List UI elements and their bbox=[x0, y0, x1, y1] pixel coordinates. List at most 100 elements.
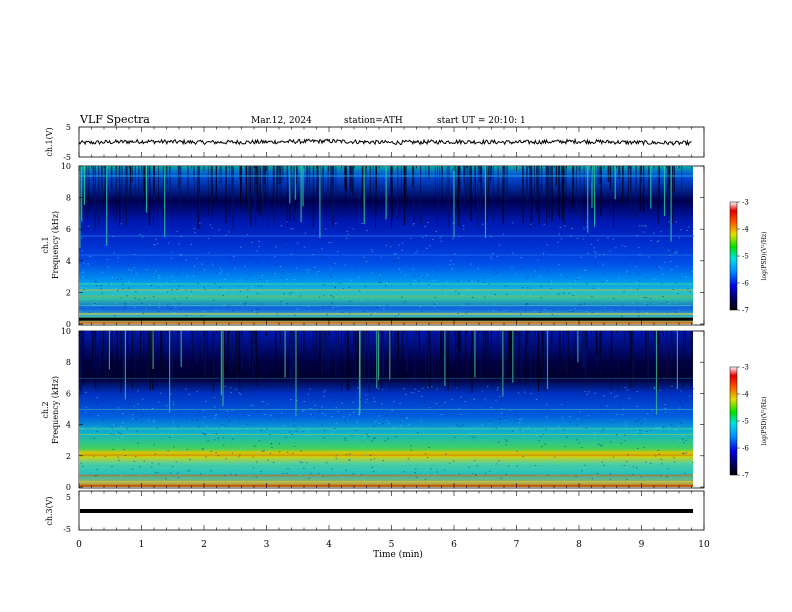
spectrogram-speckle bbox=[314, 404, 316, 406]
spectrogram-speckle bbox=[636, 406, 638, 407]
spectrogram-speckle bbox=[279, 287, 281, 288]
spectrogram-speckle bbox=[462, 225, 465, 227]
spectrogram-speckle bbox=[162, 455, 164, 457]
freq-tick-label: 6 bbox=[66, 389, 71, 398]
spectrogram-speckle bbox=[136, 430, 138, 432]
spectrogram-speckle bbox=[82, 276, 84, 278]
spectrogram-speckle bbox=[524, 256, 526, 258]
spectrogram-speckle bbox=[255, 233, 257, 235]
spectrogram-speckle bbox=[119, 433, 122, 435]
spectrogram-speckle bbox=[169, 472, 172, 474]
spectrogram-speckle bbox=[178, 414, 180, 416]
spectrogram-speckle bbox=[324, 389, 326, 391]
spectrogram-speckle bbox=[194, 465, 196, 467]
spectrogram-speckle bbox=[680, 253, 682, 255]
spectrogram-speckle bbox=[287, 468, 289, 470]
spectrogram-speckle bbox=[231, 293, 233, 295]
spectrogram-speckle bbox=[296, 242, 299, 244]
spectrogram-speckle bbox=[586, 222, 588, 224]
spectrogram-speckle bbox=[423, 402, 426, 403]
spectrogram-speckle bbox=[453, 460, 455, 462]
spectrogram-speckle bbox=[314, 225, 316, 227]
spectrogram-speckle bbox=[276, 394, 279, 395]
spectrogram-speckle bbox=[188, 394, 190, 396]
spectrogram-speckle bbox=[622, 414, 624, 416]
spectrogram-speckle bbox=[588, 312, 590, 314]
freq-tick-label: 4 bbox=[66, 257, 71, 266]
spectrogram-speckle bbox=[529, 223, 532, 225]
spectrogram-speckle bbox=[225, 250, 227, 252]
spectrogram-speckle bbox=[269, 419, 271, 421]
spectrogram-speckle bbox=[464, 230, 467, 231]
spectrogram-speckle bbox=[303, 467, 305, 469]
spectrogram-speckle bbox=[502, 233, 505, 235]
spectrogram-speckle bbox=[255, 308, 258, 310]
spectrogram-speckle bbox=[274, 415, 277, 417]
spectrogram-speckle bbox=[310, 293, 313, 294]
spectrogram-speckle bbox=[686, 230, 688, 231]
spectrogram-speckle bbox=[610, 392, 612, 394]
spectrogram-speckle bbox=[94, 475, 96, 477]
spectrogram-speckle bbox=[121, 455, 124, 457]
spectrogram-speckle bbox=[619, 406, 621, 408]
spectrogram-speckle bbox=[245, 397, 248, 399]
spectrogram-speckle bbox=[579, 411, 581, 413]
colorbar-ch2-gradient bbox=[729, 366, 738, 476]
spectrogram-speckle bbox=[230, 473, 232, 475]
spectrogram-speckle bbox=[152, 272, 155, 274]
spectrogram-speckle bbox=[350, 458, 352, 459]
spectrogram-speckle bbox=[635, 293, 637, 295]
spectrogram-speckle bbox=[223, 444, 225, 446]
spectrogram-speckle bbox=[584, 464, 586, 466]
spectrogram-speckle bbox=[645, 297, 648, 299]
spectrogram-speckle bbox=[615, 434, 618, 435]
spectrogram-speckle bbox=[486, 477, 488, 479]
spectrogram-speckle bbox=[199, 222, 201, 224]
spectrogram-speckle bbox=[420, 440, 423, 442]
spectrogram-speckle bbox=[683, 442, 685, 444]
spectrogram-speckle bbox=[400, 292, 402, 294]
spectrogram-speckle bbox=[564, 446, 566, 447]
spectrogram-speckle bbox=[302, 430, 304, 432]
spectrogram-speckle bbox=[373, 426, 375, 427]
spectrogram-speckle bbox=[543, 308, 546, 310]
spectrogram-speckle bbox=[110, 294, 112, 296]
spectrogram-speckle bbox=[439, 297, 442, 299]
spectrogram-speckle bbox=[424, 453, 427, 455]
spectrogram-speckle bbox=[675, 430, 677, 431]
spectrogram-speckle bbox=[120, 426, 123, 427]
spectrogram-speckle bbox=[278, 451, 281, 453]
spectrogram-speckle bbox=[350, 279, 352, 281]
spectrogram-speckle bbox=[597, 239, 599, 241]
spectrogram-speckle bbox=[603, 395, 605, 397]
spectrogram-speckle bbox=[156, 243, 159, 245]
spectrogram-speckle bbox=[183, 386, 185, 388]
spectrogram-speckle bbox=[637, 431, 639, 432]
spectrogram-speckle bbox=[600, 453, 603, 455]
spectrogram-speckle bbox=[209, 224, 211, 226]
spectrogram-speckle bbox=[666, 301, 669, 303]
spectrogram-speckle bbox=[157, 472, 159, 474]
spectrogram-speckle bbox=[130, 269, 132, 271]
spectrogram-speckle bbox=[417, 281, 419, 283]
spectrogram-speckle bbox=[237, 305, 240, 307]
spectrogram-speckle bbox=[670, 424, 672, 426]
spectrogram-speckle bbox=[299, 474, 301, 475]
spectrogram-speckle bbox=[379, 464, 382, 466]
spectrogram-speckle bbox=[264, 390, 266, 392]
spectrogram-speckle bbox=[203, 310, 205, 312]
station-label: station=ATH bbox=[344, 116, 403, 126]
spectrogram-speckle bbox=[491, 258, 493, 260]
spectrogram-speckle bbox=[383, 308, 385, 310]
spectrogram-speckle bbox=[430, 439, 433, 441]
spectrogram-speckle bbox=[137, 409, 140, 411]
spectrogram-speckle bbox=[203, 269, 206, 271]
spectrogram-speckle bbox=[128, 403, 130, 405]
spectrogram-speckle bbox=[345, 399, 348, 401]
spectrogram-speckle bbox=[231, 452, 234, 454]
spectrogram-speckle bbox=[397, 313, 400, 315]
spectrogram-speckle bbox=[664, 261, 666, 263]
spectrogram-speckle bbox=[330, 239, 332, 241]
spectrogram-speckle bbox=[261, 450, 264, 452]
spectrogram-speckle bbox=[301, 462, 303, 463]
